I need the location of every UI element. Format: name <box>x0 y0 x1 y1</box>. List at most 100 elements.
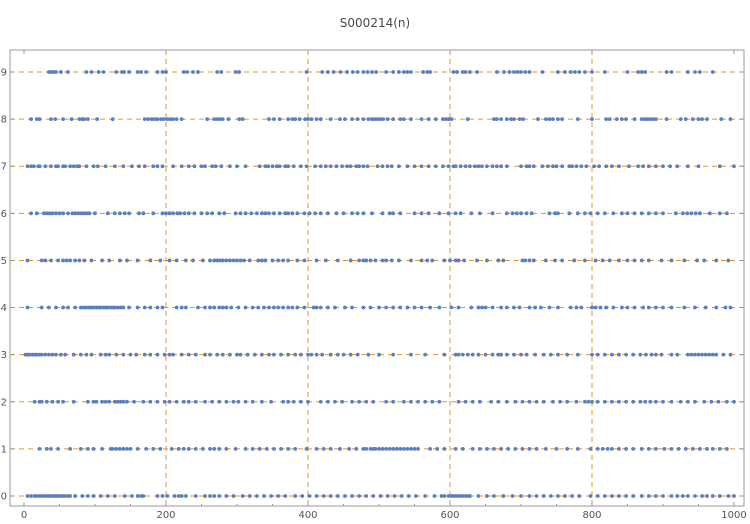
data-point <box>115 305 120 310</box>
data-point <box>659 258 664 263</box>
data-point <box>80 494 85 498</box>
data-point <box>286 164 291 169</box>
x-tick-label-600: 600 <box>440 510 459 521</box>
data-point <box>114 70 119 74</box>
data-point <box>453 352 458 357</box>
data-point <box>604 117 609 122</box>
data-point <box>203 352 207 357</box>
data-point <box>512 117 516 122</box>
data-point <box>217 446 222 451</box>
data-point <box>664 117 669 122</box>
data-point <box>423 494 428 498</box>
data-point <box>228 258 232 263</box>
data-point <box>520 399 525 404</box>
data-point <box>680 494 685 498</box>
data-point <box>575 211 580 216</box>
data-point <box>257 164 262 169</box>
data-point <box>196 70 200 74</box>
data-point <box>148 352 153 357</box>
y-tick-label-8: 8 <box>1 115 7 126</box>
data-point <box>354 446 359 451</box>
data-point <box>208 352 212 357</box>
data-point <box>696 352 701 357</box>
data-point <box>350 211 354 216</box>
data-point <box>462 258 467 263</box>
data-point <box>95 164 100 169</box>
data-point <box>257 446 262 451</box>
data-point <box>274 164 279 169</box>
data-point <box>44 211 49 216</box>
data-point <box>643 70 648 74</box>
data-point <box>490 211 495 216</box>
data-point <box>186 211 191 216</box>
data-point <box>57 211 62 216</box>
data-point <box>423 352 428 357</box>
y-tick-label-5: 5 <box>1 256 7 267</box>
data-point <box>334 211 339 216</box>
data-point <box>348 258 353 263</box>
data-point <box>350 305 354 310</box>
data-point <box>430 258 435 263</box>
data-point <box>235 352 239 357</box>
data-point <box>49 494 53 498</box>
data-point <box>560 164 565 169</box>
data-point <box>56 164 60 169</box>
data-point <box>709 399 714 404</box>
data-point <box>648 117 653 122</box>
data-point <box>155 494 160 498</box>
data-point <box>107 399 112 404</box>
data-point <box>717 446 722 451</box>
data-point <box>303 117 308 122</box>
data-point <box>78 352 83 357</box>
data-point <box>661 211 665 216</box>
data-point <box>193 446 198 451</box>
data-point <box>151 446 156 451</box>
data-point <box>456 258 461 263</box>
data-point <box>118 399 123 404</box>
data-point <box>366 352 371 357</box>
data-point <box>56 258 60 263</box>
data-point <box>553 211 557 216</box>
data-point <box>573 70 577 74</box>
data-point <box>323 164 328 169</box>
data-point <box>494 70 499 74</box>
data-point <box>499 117 504 122</box>
data-point <box>625 211 630 216</box>
data-point <box>135 258 140 263</box>
data-point <box>625 305 630 310</box>
data-point <box>593 305 598 310</box>
data-point <box>348 164 353 169</box>
data-point <box>598 305 603 310</box>
data-point <box>714 352 719 357</box>
data-point <box>357 399 362 404</box>
data-point <box>703 305 708 310</box>
data-point <box>433 164 438 169</box>
data-point <box>385 164 390 169</box>
data-point <box>714 305 719 310</box>
data-point <box>34 352 39 357</box>
data-point <box>469 305 474 310</box>
data-point <box>689 352 694 357</box>
data-point <box>114 352 119 357</box>
data-point <box>641 164 646 169</box>
data-point <box>54 352 58 357</box>
data-point <box>130 494 134 498</box>
data-point <box>463 399 468 404</box>
data-point <box>269 399 273 404</box>
data-point <box>335 494 340 498</box>
data-point <box>373 258 378 263</box>
data-point <box>272 352 276 357</box>
data-point <box>141 399 146 404</box>
data-point <box>428 446 433 451</box>
y-tick-label-6: 6 <box>1 209 7 220</box>
data-point <box>212 117 217 122</box>
data-point <box>702 399 707 404</box>
data-point <box>293 494 298 498</box>
data-point <box>394 446 399 451</box>
data-point <box>710 352 715 357</box>
data-point <box>405 446 410 451</box>
data-point <box>155 305 160 310</box>
data-point <box>364 494 369 498</box>
data-point <box>492 446 496 451</box>
data-point <box>235 258 239 263</box>
